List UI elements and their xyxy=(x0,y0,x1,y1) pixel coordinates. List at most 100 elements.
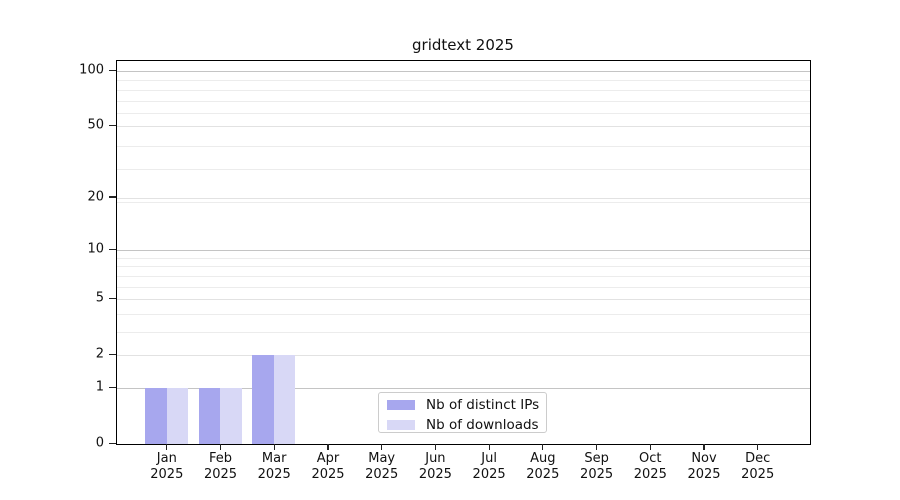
x-tick-mark xyxy=(434,444,436,451)
x-tick-label-dec: Dec 2025 xyxy=(741,451,774,483)
legend-item-downloads: Nb of downloads xyxy=(379,415,546,435)
x-tick-month: Apr xyxy=(316,451,340,466)
y-tick-label: 10 xyxy=(87,241,104,257)
plot-area xyxy=(116,60,811,445)
x-tick-label-jun: Jun 2025 xyxy=(419,451,452,483)
gridline-minor xyxy=(117,201,810,203)
gridline-major xyxy=(117,299,810,301)
x-tick-year: 2025 xyxy=(741,467,775,482)
x-tick-label-jul: Jul 2025 xyxy=(473,451,506,483)
x-tick-month: Aug xyxy=(530,451,556,466)
x-tick-label-mar: Mar 2025 xyxy=(258,451,291,483)
x-tick-year: 2025 xyxy=(150,467,184,482)
bar-jan-downloads xyxy=(166,388,188,444)
x-tick-label-oct: Oct 2025 xyxy=(634,451,667,483)
legend-swatch-downloads xyxy=(387,420,415,430)
gridline-minor xyxy=(117,113,810,115)
gridline-minor xyxy=(117,313,810,315)
x-tick-label-nov: Nov 2025 xyxy=(687,451,720,483)
bar-feb-downloads xyxy=(220,388,242,444)
x-tick-year: 2025 xyxy=(526,467,560,482)
x-tick-year: 2025 xyxy=(472,467,506,482)
x-tick-label-jan: Jan 2025 xyxy=(150,451,183,483)
gridline-minor xyxy=(117,145,810,147)
x-tick-mark xyxy=(327,444,329,451)
gridline-minor xyxy=(117,275,810,277)
x-tick-mark xyxy=(596,444,598,451)
x-tick-mark xyxy=(542,444,544,451)
legend-label-downloads: Nb of downloads xyxy=(426,417,539,433)
gridline-minor xyxy=(117,100,810,102)
y-tick-mark xyxy=(109,442,116,444)
gridline-minor xyxy=(117,332,810,333)
x-tick-label-aug: Aug 2025 xyxy=(526,451,559,483)
y-tick-mark xyxy=(109,386,116,388)
x-tick-month: Oct xyxy=(639,451,662,466)
x-tick-mark xyxy=(219,444,222,451)
gridline-minor xyxy=(117,89,810,91)
x-tick-mark xyxy=(649,444,651,451)
x-tick-month: Jun xyxy=(425,451,446,466)
y-tick-label: 2 xyxy=(95,346,104,362)
y-tick-label: 50 xyxy=(87,117,104,133)
x-tick-month: Mar xyxy=(261,451,287,466)
gridline-major xyxy=(117,355,810,357)
x-tick-mark xyxy=(703,444,705,451)
y-tick-label: 5 xyxy=(95,290,104,306)
gridline-minor xyxy=(117,257,810,259)
y-tick-label: 20 xyxy=(87,189,104,205)
gridline-emphasized xyxy=(117,71,810,72)
x-tick-year: 2025 xyxy=(203,467,238,482)
gridline-minor xyxy=(117,266,810,268)
gridline-emphasized xyxy=(117,250,810,252)
gridline-emphasized xyxy=(117,388,810,389)
gridline-minor xyxy=(117,80,810,82)
y-tick-label: 0 xyxy=(95,435,104,451)
y-tick-mark xyxy=(109,196,116,198)
gridline-minor xyxy=(117,286,810,288)
x-tick-month: Nov xyxy=(691,451,717,466)
x-tick-month: Jul xyxy=(481,451,497,466)
x-tick-label-apr: Apr 2025 xyxy=(311,451,344,483)
gridline-minor xyxy=(117,169,810,171)
y-tick-label: 100 xyxy=(79,62,104,78)
x-tick-mark xyxy=(273,444,275,451)
x-tick-year: 2025 xyxy=(365,467,399,482)
legend-label-distinct-ips: Nb of distinct IPs xyxy=(426,397,540,413)
x-tick-month: May xyxy=(368,451,396,466)
bar-mar-distinct-ips xyxy=(252,355,274,444)
gridline-major xyxy=(117,126,810,128)
x-tick-mark xyxy=(488,444,490,451)
x-tick-mark xyxy=(757,444,759,451)
bar-jan-distinct-ips xyxy=(145,388,167,444)
x-tick-year: 2025 xyxy=(580,467,614,482)
x-tick-label-sep: Sep 2025 xyxy=(580,451,613,483)
legend: Nb of distinct IPs Nb of downloads xyxy=(378,392,547,433)
x-tick-mark xyxy=(381,444,383,451)
y-tick-label: 1 xyxy=(95,379,104,395)
y-tick-mark xyxy=(109,353,116,355)
x-tick-mark xyxy=(166,444,168,451)
x-tick-month: Sep xyxy=(584,451,609,466)
x-tick-year: 2025 xyxy=(311,467,345,482)
x-tick-month: Feb xyxy=(208,451,233,466)
y-tick-mark xyxy=(109,124,116,126)
bar-feb-distinct-ips xyxy=(198,388,221,444)
legend-item-distinct-ips: Nb of distinct IPs xyxy=(379,395,546,415)
y-tick-mark xyxy=(109,248,116,250)
x-tick-label-may: May 2025 xyxy=(365,451,398,483)
x-tick-year: 2025 xyxy=(257,467,291,482)
y-tick-mark xyxy=(109,297,116,299)
chart-title: gridtext 2025 xyxy=(412,36,514,54)
x-tick-month: Dec xyxy=(745,451,771,466)
gridline-major xyxy=(117,197,810,199)
x-tick-year: 2025 xyxy=(687,467,721,482)
bar-mar-downloads xyxy=(273,355,296,444)
x-tick-month: Jan xyxy=(156,451,177,466)
y-tick-mark xyxy=(109,69,116,71)
x-tick-label-feb: Feb 2025 xyxy=(204,451,237,483)
legend-swatch-distinct-ips xyxy=(387,400,415,410)
x-tick-year: 2025 xyxy=(633,467,667,482)
x-tick-year: 2025 xyxy=(418,467,452,482)
